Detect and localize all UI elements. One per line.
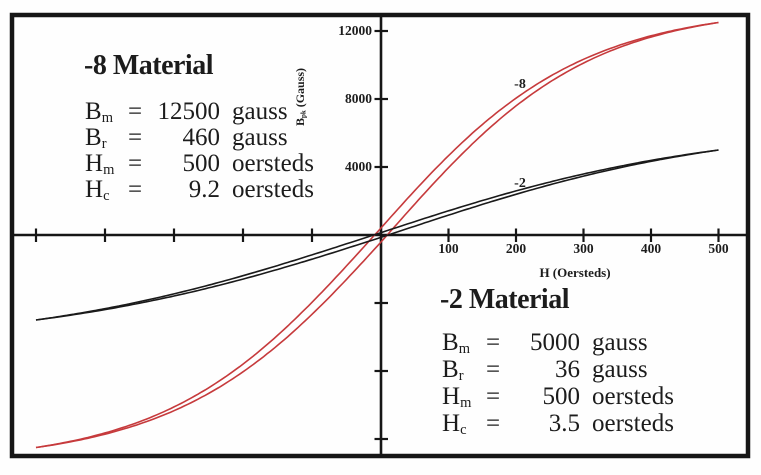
- y-axis-label-symbol: B: [293, 118, 307, 127]
- material-param-row: Hc = 3.5 oersteds: [442, 410, 674, 438]
- y-tick-label-12000: 12000: [338, 23, 372, 38]
- equals-sign: =: [485, 410, 501, 437]
- param-symbol: Hm: [442, 383, 472, 412]
- param-symbol: Bm: [442, 329, 470, 358]
- equals-sign: =: [485, 356, 501, 383]
- param-symbol-subscript: m: [101, 110, 113, 127]
- param-symbol: Hc: [442, 410, 467, 439]
- y-axis-label-subscript: pk: [299, 110, 308, 119]
- param-unit: gauss: [232, 124, 288, 151]
- param-symbol-subscript: c: [460, 422, 467, 439]
- equals-sign: =: [127, 150, 143, 177]
- hysteresis-curve--8-ascending: [35, 21, 719, 449]
- material-8-heading: -8 Material: [84, 50, 214, 81]
- material-param-row: Bm = 5000 gauss: [442, 329, 674, 357]
- param-value: 3.5: [548, 410, 580, 437]
- param-unit: gauss: [592, 356, 648, 383]
- material-param-row: Bm = 12500 gauss: [85, 98, 314, 126]
- param-unit: oersteds: [232, 150, 314, 177]
- y-axis-label-unit: (Gauss): [293, 67, 307, 111]
- param-symbol-subscript: m: [460, 395, 472, 412]
- param-symbol-subscript: r: [101, 136, 107, 153]
- param-value: 5000: [530, 329, 580, 356]
- hysteresis-curve--8-descending: [35, 21, 719, 449]
- material-8-parameters: Bm = 12500 gauss Br = 460 gauss Hm = 500 oersteds Hc…: [85, 98, 314, 204]
- y-axis-label: Bpk (Gauss): [293, 37, 309, 157]
- x-axis-label: H (Oersteds): [539, 265, 611, 280]
- material-2-heading: -2 Material: [440, 284, 570, 315]
- hysteresis-curve--2-ascending: [35, 149, 719, 321]
- param-symbol: Bm: [85, 98, 113, 127]
- x-tick-label-400: 400: [640, 241, 662, 256]
- param-symbol-subscript: m: [458, 341, 470, 358]
- material-param-row: Hm = 500 oersteds: [442, 383, 674, 411]
- param-symbol-subscript: m: [103, 162, 115, 179]
- x-tick-label-300: 300: [573, 241, 594, 256]
- param-unit: oersteds: [592, 410, 674, 437]
- material-2-parameters: Bm = 5000 gauss Br = 36 gauss Hm = 500 oersteds Hc = 3…: [442, 329, 674, 438]
- param-value: 9.2: [188, 176, 220, 203]
- param-unit: oersteds: [592, 383, 674, 410]
- hysteresis-curve--2-descending: [35, 149, 719, 321]
- material-param-row: Hc = 9.2 oersteds: [85, 176, 314, 204]
- y-tick-label-8000: 8000: [345, 91, 372, 106]
- param-value: 12500: [157, 98, 221, 125]
- material-param-row: Hm = 500 oersteds: [85, 150, 314, 178]
- equals-sign: =: [127, 124, 143, 151]
- equals-sign: =: [127, 176, 143, 203]
- curve-label-minus2: -2: [514, 176, 526, 191]
- param-value: 36: [555, 356, 580, 383]
- param-value: 500: [542, 383, 581, 410]
- param-symbol: Hm: [85, 150, 115, 179]
- param-symbol: Hc: [85, 176, 110, 205]
- equals-sign: =: [485, 329, 501, 356]
- param-symbol-subscript: r: [458, 368, 464, 385]
- x-tick-label-500: 500: [708, 241, 729, 256]
- x-tick-label-200: 200: [505, 241, 527, 256]
- equals-sign: =: [127, 98, 143, 125]
- param-value: 500: [182, 150, 221, 177]
- param-symbol-subscript: c: [103, 188, 110, 205]
- param-unit: gauss: [592, 329, 648, 356]
- param-unit: gauss: [232, 98, 288, 125]
- equals-sign: =: [485, 383, 501, 410]
- x-tick-label-100: 100: [438, 241, 459, 256]
- material-param-row: Br = 460 gauss: [85, 124, 314, 152]
- y-tick-label-4000: 4000: [345, 159, 372, 174]
- param-value: 460: [182, 124, 221, 151]
- material-param-row: Br = 36 gauss: [442, 356, 674, 384]
- param-symbol: Br: [442, 356, 464, 385]
- param-unit: oersteds: [232, 176, 314, 203]
- curve-label-minus8: -8: [514, 77, 526, 92]
- param-symbol: Br: [85, 124, 107, 153]
